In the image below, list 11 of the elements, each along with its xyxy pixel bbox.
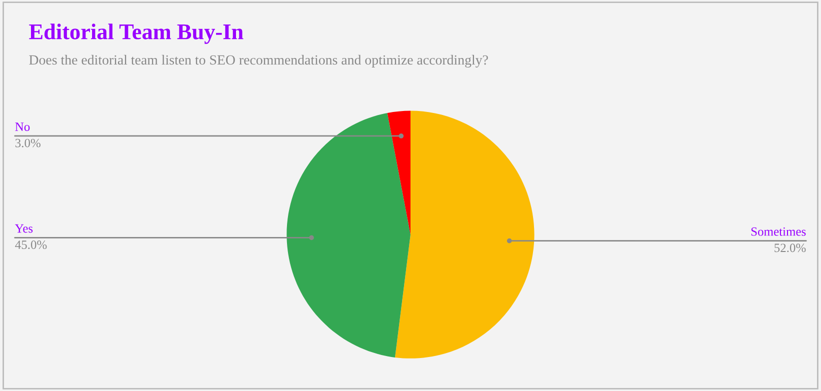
pie-slice	[394, 110, 534, 358]
data-label: 52.0%	[774, 244, 806, 252]
slice-label: Yes	[15, 224, 33, 233]
pie-slice	[387, 110, 410, 235]
slice-label: Sometimes	[751, 227, 806, 236]
slice-label: No	[15, 122, 30, 131]
data-label: 3.0%	[15, 138, 40, 148]
data-label: 45.0%	[15, 240, 47, 250]
chart-subtitle: Does the editorial team listen to SEO recommendations and optimize accordingly?	[29, 54, 488, 68]
chart-title: Editorial Team Buy-In	[29, 24, 244, 44]
pie-slice	[286, 112, 410, 358]
